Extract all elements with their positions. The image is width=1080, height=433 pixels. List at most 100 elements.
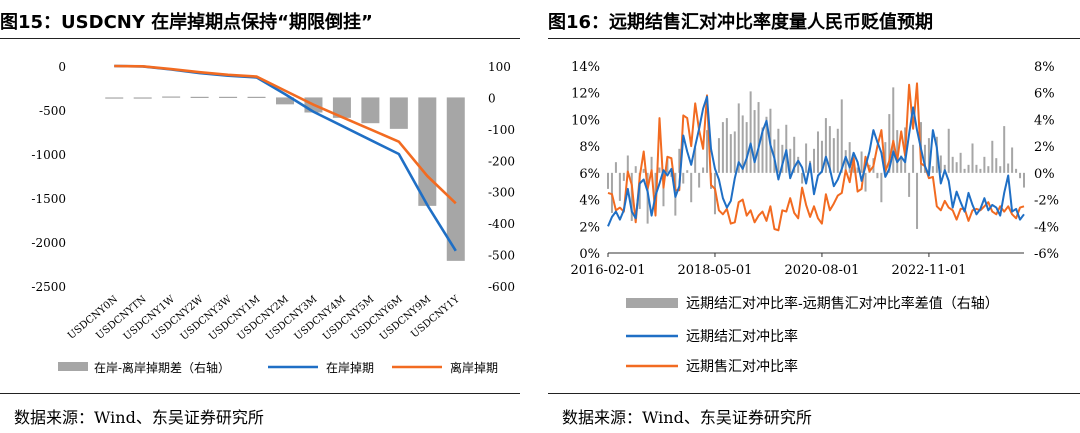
left-axis-tick-label: -1000 [31, 148, 66, 162]
left-figure: 图15：USDCNY 在岸掉期点保持“期限倒挂” 0 -500 -1000 -1500… [0, 0, 520, 433]
bar-hedge-ratio-diff [737, 103, 740, 173]
right-axis-tick-label: -500 [488, 249, 515, 263]
left-axis-tick-label: -500 [39, 104, 66, 118]
right-axis-tick-label: -100 [488, 123, 515, 137]
legend-swatch-diff [626, 298, 678, 308]
right-source-note: 数据来源：Wind、东吴证券研究所 [562, 408, 812, 427]
left-axis-tick-label: -2000 [31, 236, 66, 250]
right-axis-tick-label: -600 [488, 280, 515, 294]
bar-hedge-ratio-diff [955, 162, 958, 173]
bar-hedge-ratio-diff [931, 166, 934, 173]
bar-hedge-ratio-diff [805, 143, 808, 173]
bar-hedge-ratio-diff [975, 164, 978, 173]
right-axis-tick-label: -200 [488, 154, 515, 168]
left-figure-title: 图15：USDCNY 在岸掉期点保持“期限倒挂” [0, 12, 373, 33]
bar-hedge-ratio-diff [999, 166, 1002, 173]
bar-hedge-ratio-diff [876, 172, 879, 179]
bar-hedge-ratio-diff [682, 172, 685, 184]
bar-hedge-ratio-diff [840, 99, 843, 173]
right-axis-tick-label: 4% [1034, 113, 1055, 128]
bar-hedge-ratio-diff [761, 127, 764, 173]
bar-hedge-ratio-diff [892, 87, 895, 173]
right-chart: 0% 2% 4% 6% 8% 10% 12% 14% 8% 6% 4% 2% 0% -2% -4% -6% 20… [571, 60, 1060, 375]
bar-onshore-offshore-diff [219, 96, 238, 98]
bar-hedge-ratio-diff [753, 110, 756, 173]
bar-hedge-ratio-diff [991, 140, 994, 173]
bar-onshore-offshore-diff [332, 97, 351, 118]
right-axis-tick-label: -300 [488, 186, 515, 200]
bar-hedge-ratio-diff [702, 167, 705, 173]
bar-hedge-ratio-diff [717, 138, 720, 173]
left-chart: 0 -500 -1000 -1500 -2000 -2500 100 0 -100 -200 -30… [31, 60, 515, 375]
left-axis-tick-label: 4% [579, 194, 600, 209]
bar-hedge-ratio-diff [626, 155, 629, 173]
bar-hedge-ratio-diff [721, 122, 724, 173]
bar-hedge-ratio-diff [967, 164, 970, 173]
bar-hedge-ratio-diff [741, 115, 744, 173]
bar-onshore-offshore-diff [162, 96, 181, 98]
line-settlement-hedge-ratio [607, 95, 1025, 227]
bar-hedge-ratio-diff [733, 131, 736, 173]
bar-hedge-ratio-diff [797, 156, 800, 173]
bar-hedge-ratio-diff [781, 144, 784, 173]
left-top-rule [0, 38, 520, 39]
bar-hedge-ratio-diff [793, 136, 796, 173]
left-axis-tick-label: -1500 [31, 192, 66, 206]
bar-hedge-ratio-diff [785, 124, 788, 173]
left-axis-tick-label: 14% [571, 60, 600, 75]
bar-hedge-ratio-diff [698, 172, 701, 188]
bar-hedge-ratio-diff [654, 172, 657, 195]
bar-hedge-ratio-diff [864, 172, 867, 192]
left-source-note: 数据来源：Wind、东吴证券研究所 [14, 408, 264, 427]
legend-label-offshore: 离岸掉期 [450, 360, 498, 375]
bar-hedge-ratio-diff [820, 140, 823, 173]
bar-hedge-ratio-diff [943, 164, 946, 173]
bar-hedge-ratio-diff [666, 158, 669, 173]
bar-hedge-ratio-diff [908, 172, 911, 197]
bar-hedge-ratio-diff [777, 128, 780, 173]
bar-hedge-ratio-diff [1003, 126, 1006, 173]
right-axis-tick-label: -6% [1034, 247, 1059, 262]
bar-hedge-ratio-diff [856, 167, 859, 173]
bar-hedge-ratio-diff [912, 144, 915, 173]
bar-hedge-ratio-diff [607, 172, 609, 189]
left-axis-tick-label: 12% [571, 87, 600, 102]
bar-hedge-ratio-diff [983, 156, 986, 173]
bar-onshore-offshore-diff [105, 97, 124, 99]
bar-hedge-ratio-diff [927, 138, 930, 173]
bar-hedge-ratio-diff [706, 130, 709, 173]
bar-hedge-ratio-diff [630, 172, 633, 221]
bar-hedge-ratio-diff [789, 148, 792, 173]
bar-hedge-ratio-diff [987, 166, 990, 173]
bar-hedge-ratio-diff [614, 162, 617, 173]
legend-label-onshore: 在岸掉期 [326, 361, 374, 375]
bar-hedge-ratio-diff [801, 172, 804, 184]
bar-hedge-ratio-diff [662, 172, 665, 207]
bar-hedge-ratio-diff [848, 142, 851, 173]
bar-hedge-ratio-diff [916, 172, 919, 229]
left-axis-tick-label: 0% [579, 247, 600, 262]
bar-hedge-ratio-diff [971, 143, 974, 173]
right-axis-tick-label: -2% [1034, 194, 1059, 209]
left-bottom-rule [0, 393, 520, 394]
x-axis-tick-label: 2018-05-01 [677, 263, 752, 278]
bar-onshore-offshore-diff [361, 97, 380, 124]
bar-hedge-ratio-diff [1023, 172, 1025, 188]
bar-hedge-ratio-diff [860, 151, 863, 173]
line-offshore-swap [114, 64, 457, 205]
bar-hedge-ratio-diff [959, 152, 962, 173]
bar-hedge-ratio-diff [951, 156, 954, 173]
legend-swatch-diff [58, 362, 88, 371]
bar-hedge-ratio-diff [824, 118, 827, 173]
bar-hedge-ratio-diff [1011, 147, 1014, 173]
right-axis-tick-label: 2% [1034, 140, 1055, 155]
bar-hedge-ratio-diff [900, 155, 903, 173]
bar-hedge-ratio-diff [745, 122, 748, 173]
right-figure: 图16：远期结售汇对冲比率度量人民币贬值预期 0% 2% 4% 6% 8% 10% 12% 1… [548, 0, 1080, 433]
left-axis-tick-label: -2500 [31, 280, 66, 294]
bar-onshore-offshore-diff [446, 97, 465, 261]
right-axis-tick-label: -400 [488, 217, 515, 231]
bar-hedge-ratio-diff [832, 138, 835, 173]
bar-hedge-ratio-diff [610, 172, 613, 213]
bar-onshore-offshore-diff [418, 97, 437, 206]
